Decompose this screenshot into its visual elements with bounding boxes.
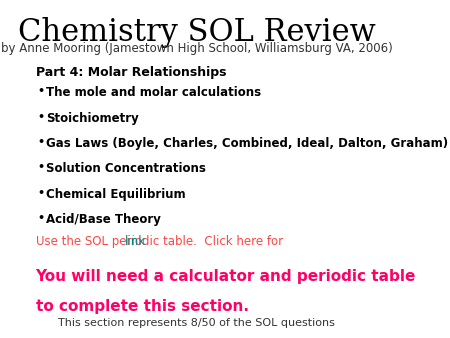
Text: Stoichiometry: Stoichiometry xyxy=(46,112,139,124)
Text: by Anne Mooring (Jamestown High School, Williamsburg VA, 2006): by Anne Mooring (Jamestown High School, … xyxy=(1,42,393,55)
Text: Acid/Base Theory: Acid/Base Theory xyxy=(46,213,161,226)
Text: to complete this section.: to complete this section. xyxy=(36,299,248,314)
Text: •: • xyxy=(37,213,45,223)
Text: •: • xyxy=(37,162,45,172)
Text: link: link xyxy=(125,235,146,248)
Text: Solution Concentrations: Solution Concentrations xyxy=(46,162,206,175)
Text: The mole and molar calculations: The mole and molar calculations xyxy=(46,86,261,99)
Text: •: • xyxy=(37,112,45,122)
Text: •: • xyxy=(37,86,45,96)
Text: You will need a calculator and periodic table: You will need a calculator and periodic … xyxy=(36,269,416,284)
Text: •: • xyxy=(37,188,45,198)
Text: This section represents 8/50 of the SOL questions: This section represents 8/50 of the SOL … xyxy=(58,318,335,328)
Text: •: • xyxy=(37,137,45,147)
Text: Chemistry SOL Review: Chemistry SOL Review xyxy=(18,17,376,48)
Text: Chemical Equilibrium: Chemical Equilibrium xyxy=(46,188,186,200)
Text: Gas Laws (Boyle, Charles, Combined, Ideal, Dalton, Graham): Gas Laws (Boyle, Charles, Combined, Idea… xyxy=(46,137,448,150)
Text: Use the SOL periodic table.  Click here for: Use the SOL periodic table. Click here f… xyxy=(36,235,286,248)
Text: Part 4: Molar Relationships: Part 4: Molar Relationships xyxy=(36,66,226,79)
